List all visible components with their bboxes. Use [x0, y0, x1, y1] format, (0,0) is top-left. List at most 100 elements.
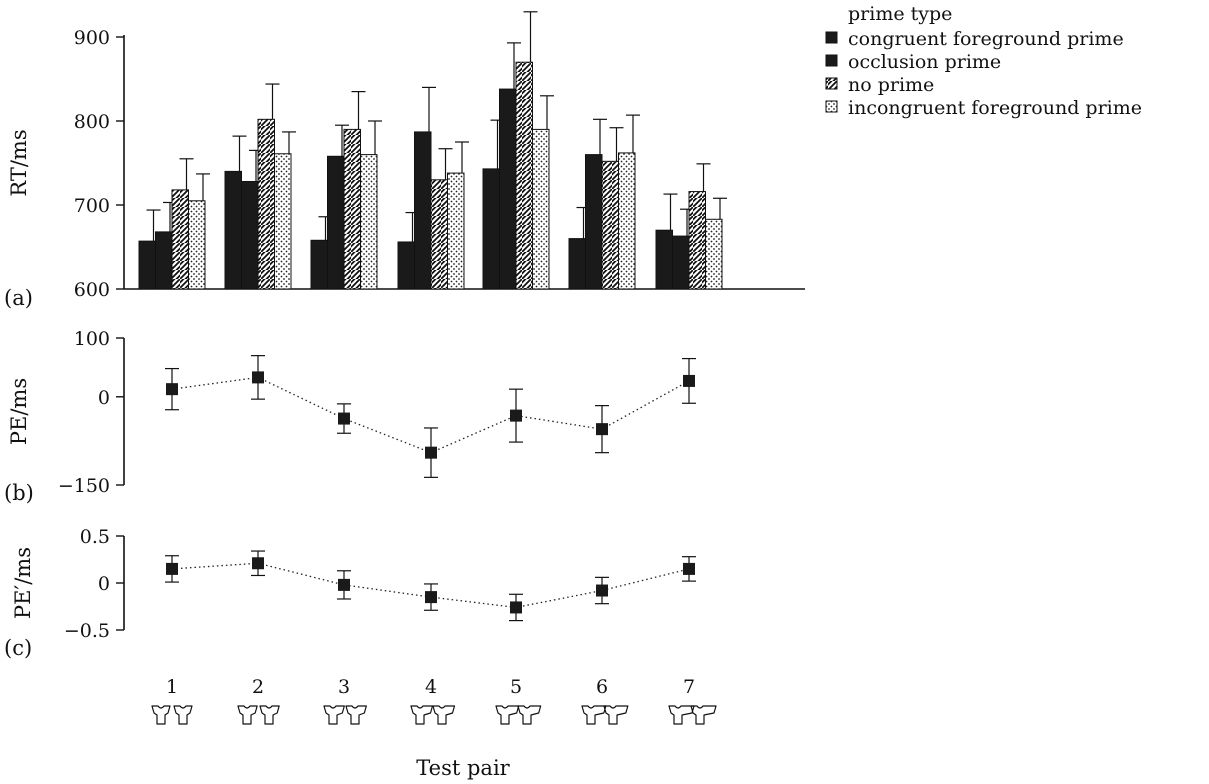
- bar-no-prime: [171, 189, 189, 290]
- bar-no-prime: [430, 179, 448, 290]
- bar-incongruent: [618, 152, 636, 290]
- bar-incongruent: [274, 153, 292, 290]
- data-point-b: [338, 412, 350, 425]
- y-axis-label-a: RT/ms: [7, 129, 31, 196]
- data-point-c: [510, 601, 522, 614]
- shape-outline-icon: [345, 705, 367, 725]
- shape-outline-icon: [410, 705, 434, 725]
- bar-congruent: [224, 170, 242, 290]
- legend-swatch: [825, 31, 838, 44]
- bar-congruent: [568, 238, 586, 290]
- y-axis-label-c: PE′/ms: [11, 547, 35, 619]
- data-point-b: [252, 371, 264, 384]
- bar-incongruent: [360, 154, 378, 290]
- y-tick-label-c: 0.5: [80, 526, 110, 548]
- bar-occlusion: [672, 235, 690, 290]
- legend: prime type congruent foreground primeoccl…: [825, 3, 1142, 119]
- test-pair-shape-icon: [668, 705, 717, 725]
- shape-outline-icon: [432, 705, 456, 725]
- test-pair-shape-icon: [323, 705, 367, 725]
- data-point-c: [596, 584, 608, 597]
- bar-incongruent: [705, 218, 723, 290]
- legend-swatch: [825, 54, 838, 67]
- bar-no-prime: [688, 191, 706, 290]
- data-point-b: [683, 374, 695, 387]
- data-point-b: [596, 423, 608, 436]
- data-point-b: [510, 409, 522, 422]
- bar-incongruent: [447, 172, 465, 290]
- x-tick-label: 4: [425, 676, 437, 698]
- legend-entry: congruent foreground prime: [848, 28, 1124, 50]
- bar-incongruent: [188, 200, 206, 290]
- legend-swatch: [825, 77, 838, 90]
- bar-congruent: [482, 168, 500, 290]
- shape-outline-icon: [581, 705, 607, 725]
- shape-outline-icon: [495, 705, 520, 725]
- bar-congruent: [397, 241, 415, 290]
- bar-occlusion: [155, 231, 173, 290]
- bar-congruent: [138, 240, 156, 290]
- x-axis-label: Test pair: [416, 756, 510, 780]
- y-tick-label-c: 0: [98, 573, 110, 595]
- data-point-c: [166, 562, 178, 575]
- bar-no-prime: [601, 160, 619, 290]
- x-axis: 1 2 3 4 5 6 7 Test pair: [151, 676, 717, 780]
- legend-swatch: [825, 100, 838, 113]
- data-point-c: [338, 578, 350, 591]
- x-tick-label: 3: [338, 676, 350, 698]
- legend-entry: no prime: [848, 74, 934, 96]
- x-tick-label: 1: [166, 676, 178, 698]
- x-tick-label: 6: [596, 676, 608, 698]
- bar-no-prime: [257, 118, 275, 290]
- data-point-c: [252, 557, 264, 570]
- bar-occlusion: [241, 180, 259, 290]
- test-pair-shape-icon: [410, 705, 456, 725]
- x-tick-label: 7: [683, 676, 695, 698]
- y-tick-label-a: 600: [74, 279, 110, 301]
- test-pair-shape-icon: [495, 705, 542, 725]
- shape-outline-icon: [173, 705, 193, 725]
- y-tick-label-a: 800: [74, 111, 110, 133]
- shape-outline-icon: [237, 705, 258, 725]
- bar-occlusion: [499, 88, 517, 290]
- panel-b: −150 0 100 PE/ms (b): [4, 328, 696, 505]
- data-point-b: [166, 383, 178, 396]
- bar-occlusion: [585, 154, 603, 290]
- shape-outline-icon: [603, 705, 629, 725]
- x-tick-label: 2: [252, 676, 264, 698]
- shape-outline-icon: [668, 705, 695, 725]
- y-tick-label-b: −150: [58, 475, 110, 497]
- shape-outline-icon: [690, 705, 717, 725]
- y-axis-label-b: PE/ms: [7, 378, 31, 445]
- y-tick-label-c: −0.5: [64, 620, 110, 642]
- y-tick-label-a: 900: [74, 27, 110, 49]
- panel-label-b: (b): [4, 481, 34, 505]
- bar-congruent: [310, 239, 328, 290]
- panel-c: −0.5 0 0.5 PE′/ms (c): [4, 526, 696, 660]
- bar-congruent: [655, 229, 673, 290]
- bar-occlusion: [327, 155, 345, 290]
- y-tick-label-b: 0: [98, 387, 110, 409]
- shape-outline-icon: [323, 705, 345, 725]
- data-point-b: [425, 446, 437, 459]
- test-pair-shape-icon: [581, 705, 629, 725]
- test-pair-shape-icon: [237, 705, 280, 725]
- shape-outline-icon: [259, 705, 280, 725]
- legend-entry: incongruent foreground prime: [848, 97, 1142, 119]
- y-tick-label-a: 700: [74, 195, 110, 217]
- panel-a: 600 700 800 900 RT/ms (a): [4, 11, 805, 310]
- legend-title: prime type: [848, 3, 952, 25]
- data-point-c: [683, 562, 695, 575]
- test-pair-shape-icon: [151, 705, 193, 725]
- bar-no-prime: [515, 61, 533, 290]
- legend-entry: occlusion prime: [848, 51, 1001, 73]
- bar-occlusion: [414, 131, 432, 290]
- y-tick-label-b: 100: [74, 328, 110, 350]
- bar-incongruent: [532, 128, 550, 290]
- bar-no-prime: [343, 128, 361, 290]
- shape-outline-icon: [151, 705, 171, 725]
- panel-label-a: (a): [4, 286, 33, 310]
- x-tick-label: 5: [510, 676, 522, 698]
- shape-outline-icon: [517, 705, 542, 725]
